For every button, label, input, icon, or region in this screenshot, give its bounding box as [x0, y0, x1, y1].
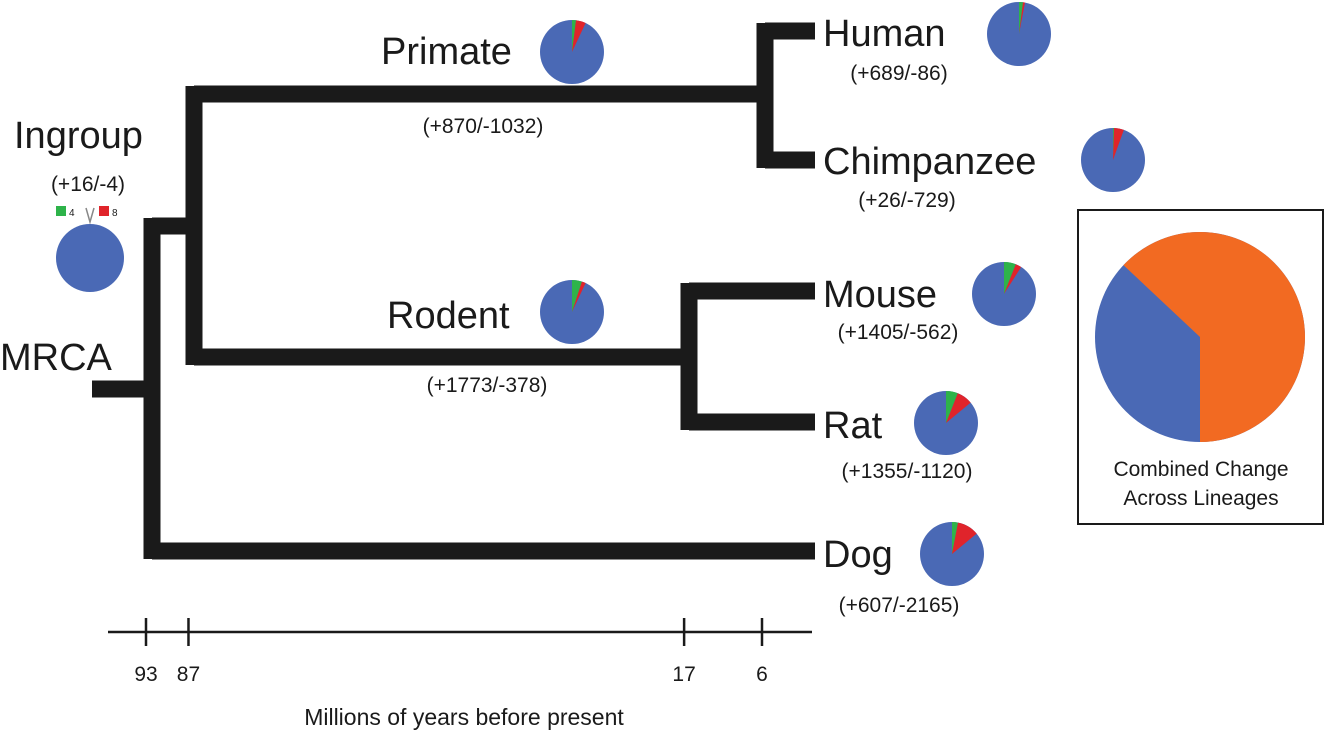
pie-chimpanzee: [1081, 128, 1145, 192]
pie-slice-unchanged: [56, 224, 124, 292]
combined-slice-orange: [1123, 232, 1305, 443]
node-counts-rodent: (+1773/-378): [427, 374, 548, 397]
node-counts-primate: (+870/-1032): [423, 115, 544, 138]
pie-slice-loss: [1004, 264, 1022, 294]
time-axis-title: Millions of years before present: [304, 704, 624, 730]
pie-slice-gain: [1019, 2, 1024, 34]
pie-slice-gain: [572, 280, 582, 312]
pie-mouse: [972, 262, 1036, 326]
node-name-chimpanzee: Chimpanzee: [823, 141, 1036, 183]
pie-dog: [920, 522, 984, 586]
pie-ingroup: [56, 224, 124, 292]
pie-slice-loss: [572, 20, 586, 52]
pie-slice-loss: [1113, 128, 1124, 160]
pie-slice-loss: [1019, 2, 1025, 35]
axis-tick-label: 6: [756, 663, 768, 686]
combined-change-panel: Combined Change Across Lineages: [1077, 209, 1324, 525]
node-counts-ingroup: (+16/-4): [51, 173, 125, 196]
pie-slice-gain: [1113, 128, 1115, 160]
node-name-dog: Dog: [823, 534, 893, 576]
node-name-rodent: Rodent: [387, 295, 510, 337]
time-axis-ticks: 93 87 17 6: [134, 618, 768, 686]
ingroup-leader-lines: [85, 207, 95, 225]
pie-primate: [540, 20, 604, 84]
ingroup-gain-label: 4: [69, 208, 75, 219]
axis-tick-label: 17: [672, 663, 695, 686]
node-name-mrca: MRCA: [0, 337, 113, 379]
pie-slice-gain: [1004, 262, 1016, 294]
axis-tick-label: 87: [177, 663, 200, 686]
pie-slice-loss: [572, 281, 586, 312]
tree-branches: [92, 22, 815, 560]
time-axis: 93 87 17 6 Millions of years before present: [108, 618, 812, 730]
node-counts-chimpanzee: (+26/-729): [858, 189, 955, 212]
pie-rat: [914, 391, 978, 455]
axis-tick-label: 93: [134, 663, 157, 686]
pie-combined: [1095, 232, 1305, 443]
node-counts-mouse: (+1405/-562): [838, 321, 959, 344]
node-name-mouse: Mouse: [823, 274, 937, 316]
node-counts-human: (+689/-86): [850, 62, 947, 85]
node-counts-dog: (+607/-2165): [839, 594, 960, 617]
pie-human: [987, 2, 1051, 66]
pie-slice-gain: [952, 522, 958, 554]
pie-slice-gain: [572, 20, 577, 52]
pie-slice-gain: [946, 391, 958, 423]
node-name-primate: Primate: [381, 31, 512, 73]
ingroup-loss-label: 8: [112, 208, 118, 219]
node-counts-rat: (+1355/-1120): [842, 460, 973, 483]
node-name-ingroup: Ingroup: [14, 115, 143, 157]
ingroup-gain-swatch: [56, 206, 66, 216]
pie-slice-loss: [946, 393, 971, 423]
pie-slice-loss: [952, 522, 977, 554]
ingroup-loss-swatch: [99, 206, 109, 216]
combined-caption-line2: Across Lineages: [1123, 487, 1278, 510]
node-name-human: Human: [823, 13, 946, 55]
pie-rodent: [540, 280, 604, 344]
combined-caption-line1: Combined Change: [1113, 458, 1288, 481]
node-name-rat: Rat: [823, 405, 883, 447]
